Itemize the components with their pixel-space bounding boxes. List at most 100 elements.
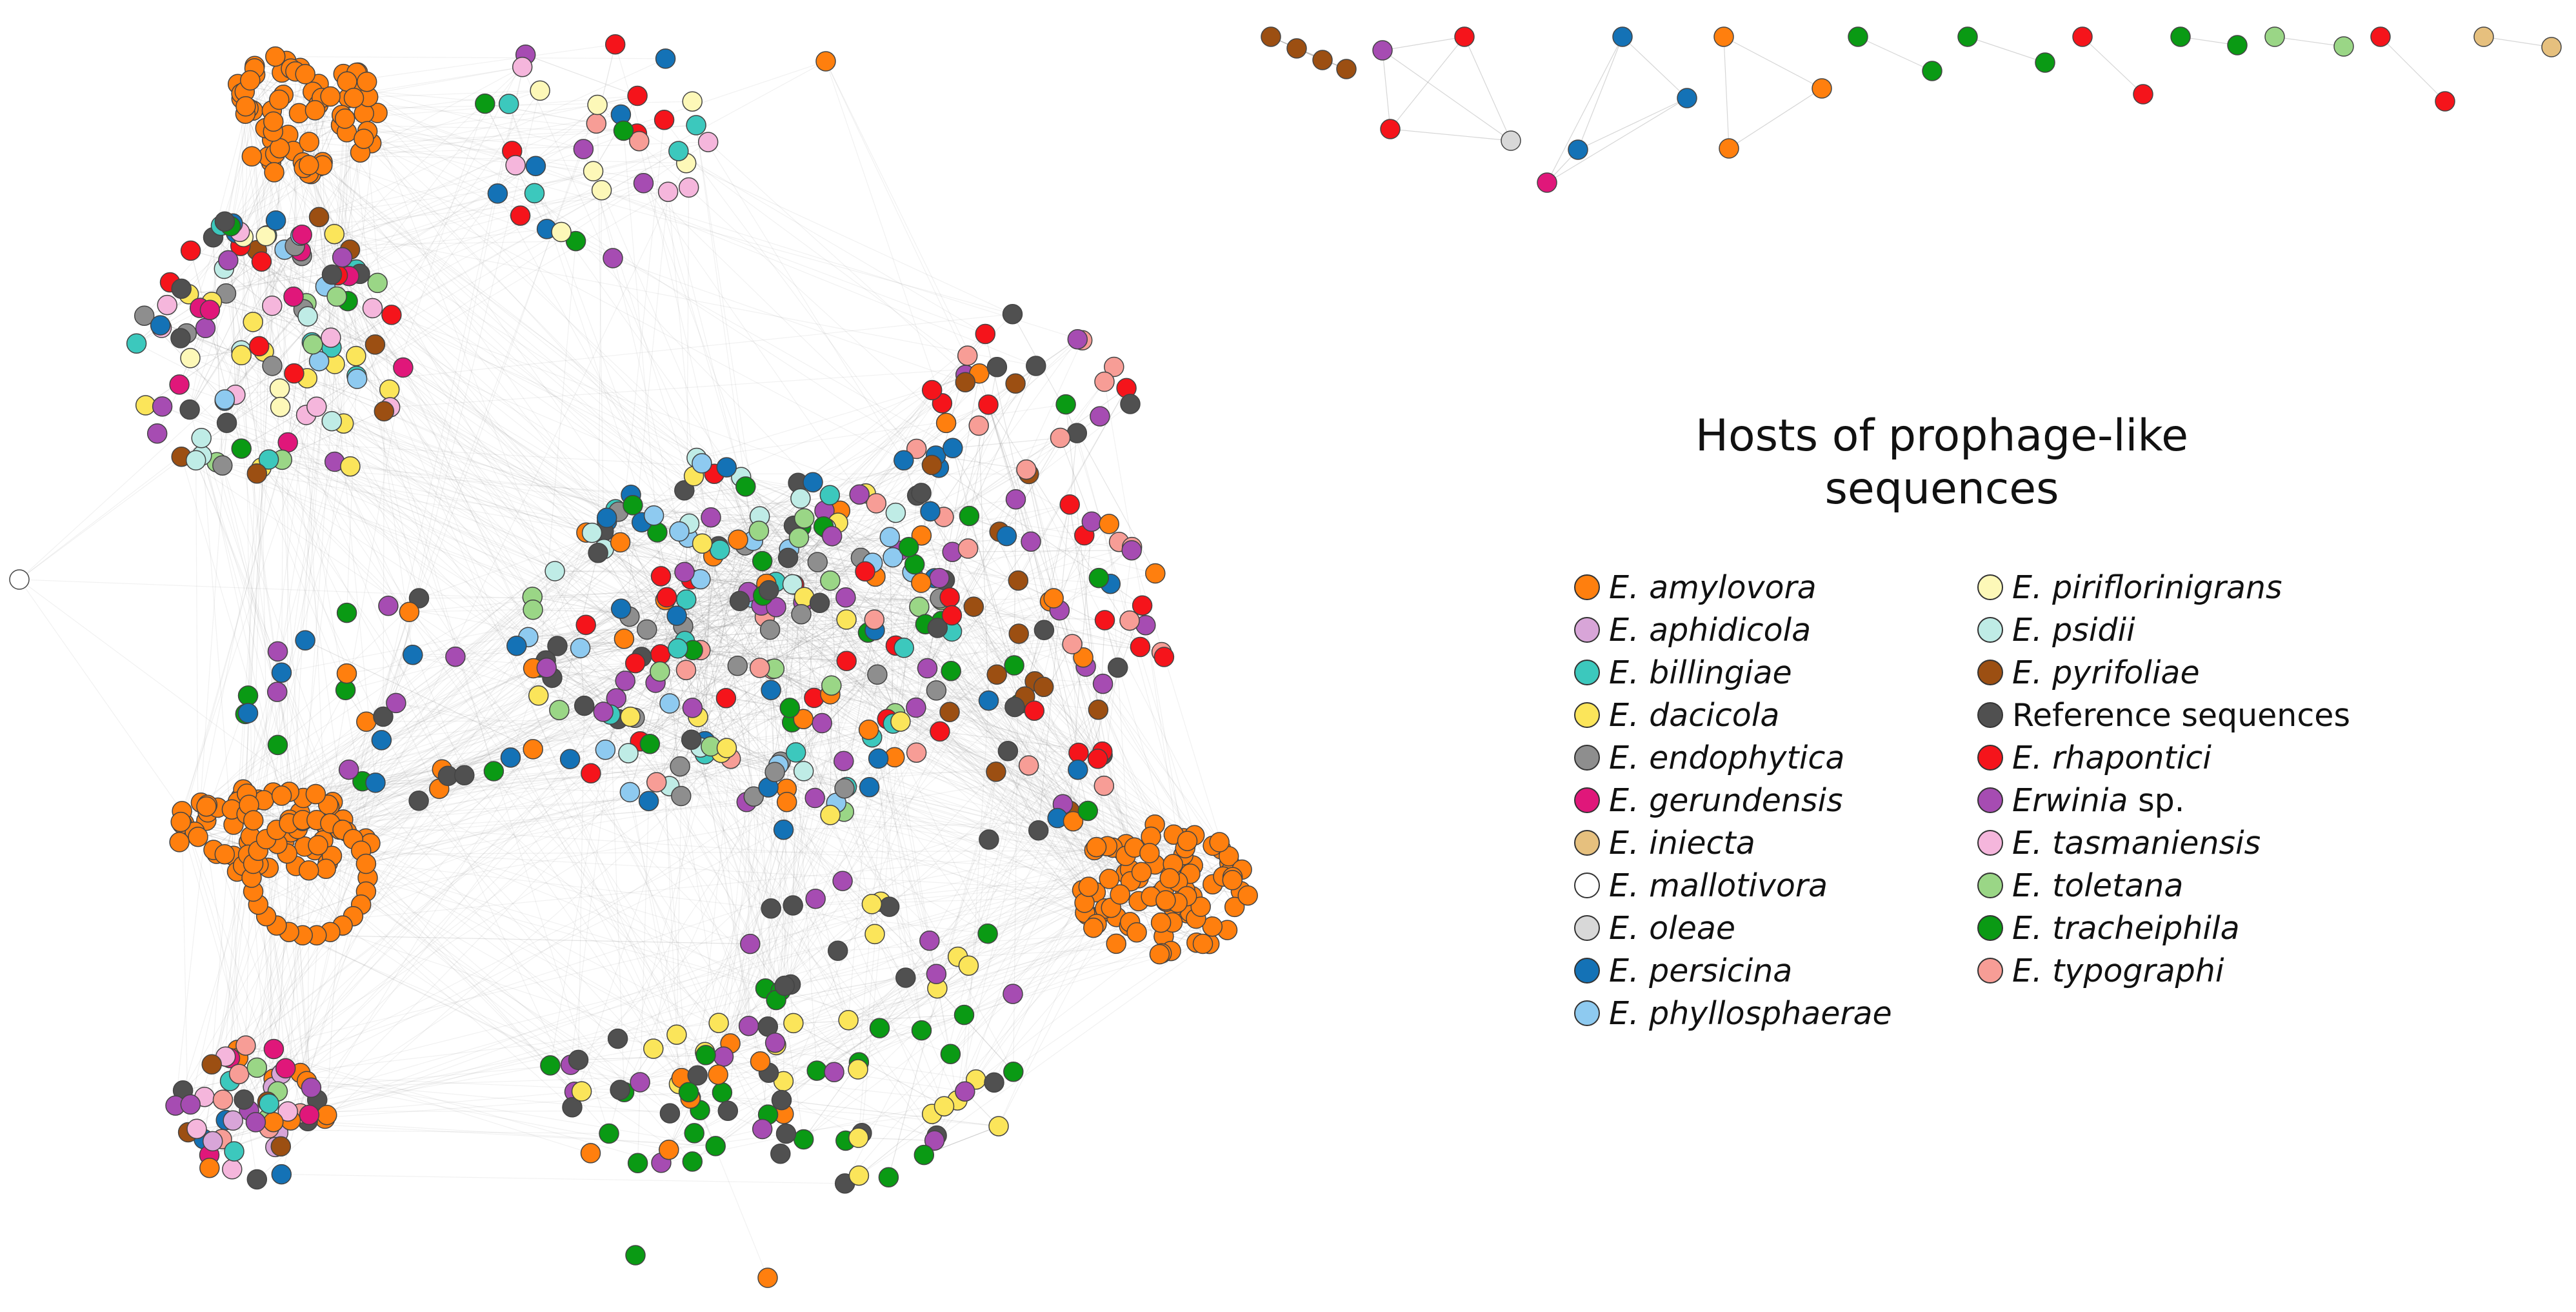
network-node (1090, 406, 1110, 427)
network-node (906, 438, 927, 459)
network-edge (276, 847, 1113, 926)
network-edge (273, 705, 584, 793)
legend-label-italic: E. mallotivora (1609, 867, 1828, 904)
network-node (365, 772, 386, 793)
network-edge (620, 541, 909, 548)
network-node (565, 230, 586, 252)
legend-item: Erwinia sp. (1977, 779, 2381, 822)
network-edge (829, 374, 966, 496)
network-edge (343, 752, 629, 820)
network-node (1848, 26, 1868, 47)
network-edge (326, 796, 754, 869)
network-edge (767, 669, 775, 1027)
network-node (834, 751, 854, 771)
network-edge (578, 1055, 706, 1061)
network-edge (280, 407, 1164, 890)
network-node (271, 785, 292, 806)
network-edge (737, 539, 935, 579)
network-node (218, 250, 239, 271)
network-edge (1069, 504, 1126, 845)
network-node (263, 1038, 285, 1060)
network-edge (290, 703, 670, 833)
network-edge (346, 132, 1013, 315)
network-node (525, 156, 546, 176)
network-node (934, 1096, 955, 1116)
network-edge (814, 698, 988, 934)
network-edge (389, 389, 604, 712)
network-edge (889, 537, 894, 724)
legend-label-italic: Erwinia (2012, 782, 2128, 819)
network-edge (328, 511, 619, 805)
network-edge (230, 674, 878, 1082)
network-edge (899, 550, 1084, 658)
network-node (838, 1010, 859, 1031)
network-node (766, 596, 786, 618)
legend-label-italic: E. amylovora (1609, 569, 1817, 606)
legend-swatch (1977, 830, 2003, 856)
network-node (906, 697, 926, 718)
network-node (487, 183, 508, 204)
network-edge (353, 838, 618, 1039)
network-node (297, 306, 318, 327)
network-node (977, 923, 998, 944)
network-edge (289, 791, 951, 1055)
network-edge (935, 811, 1088, 974)
network-edge (1382, 50, 1512, 141)
network-edge (949, 711, 1079, 754)
network-node (715, 688, 737, 709)
network-node (1209, 832, 1230, 853)
network-edge (256, 473, 346, 691)
network-node (237, 703, 259, 723)
network-node (374, 401, 395, 422)
network-node (1719, 138, 1739, 159)
legend-label-italic: E. persicina (1609, 952, 1793, 989)
network-node (729, 590, 750, 612)
network-edge (268, 933, 988, 1129)
network-edge (695, 125, 904, 461)
network-node (1454, 26, 1475, 47)
legend-label-italic: E. billingiae (1609, 654, 1792, 691)
network-node (806, 1060, 827, 1081)
network-node (650, 661, 670, 682)
network-edge (322, 114, 621, 166)
network-edge (952, 437, 1061, 449)
network-edge (347, 301, 1164, 658)
network-edge (950, 785, 1104, 1055)
network-edge (937, 988, 1014, 1073)
network-edge (232, 774, 465, 1121)
network-node (381, 305, 402, 325)
network-edge (319, 216, 952, 616)
network-node (326, 286, 347, 307)
network-edge (1723, 36, 1730, 149)
network-edge (299, 758, 571, 1114)
network-node (2170, 26, 2191, 47)
network-edge (339, 829, 610, 1134)
network-node (1087, 749, 1108, 769)
network-node (957, 345, 978, 366)
network-edge (550, 1065, 937, 1136)
network-edge (868, 339, 1078, 633)
network-node (512, 57, 533, 77)
legend-item: E. billingiae (1574, 651, 1977, 694)
legend-label-italic: E. gerundensis (1609, 782, 1843, 819)
network-edge (297, 423, 344, 829)
network-edge (189, 409, 587, 533)
legend-item: E. oleae (1574, 907, 1977, 949)
network-node (1083, 917, 1104, 938)
network-node (774, 975, 795, 996)
network-node (988, 1116, 1009, 1136)
network-edge (181, 456, 290, 820)
network-node (243, 312, 263, 332)
network-edge (539, 667, 790, 709)
network-edge (764, 616, 1073, 822)
network-edge (419, 515, 654, 599)
network-node (996, 525, 1017, 547)
network-node (324, 223, 345, 245)
network-edge (1104, 381, 1193, 897)
network-edge (311, 1051, 705, 1089)
network-edge (343, 423, 420, 599)
network-edge (801, 614, 1058, 819)
network-node (610, 598, 632, 620)
network-edge (678, 150, 980, 374)
network-node (506, 636, 527, 656)
